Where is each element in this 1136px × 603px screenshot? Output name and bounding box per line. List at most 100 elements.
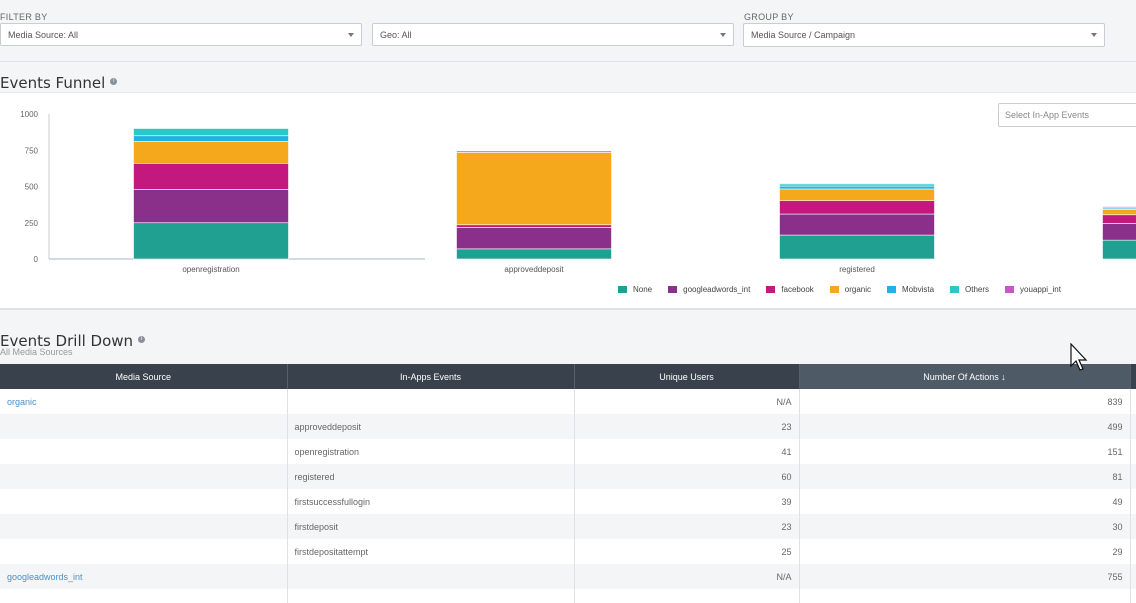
table-row[interactable]: approveddeposit 23 499	[0, 414, 1136, 439]
chart-legend: None googleadwords_int facebook organic Mobv…	[618, 285, 1077, 294]
table-row[interactable]: organic N/A 839	[0, 389, 1136, 414]
chevron-down-icon	[720, 33, 726, 37]
info-icon[interactable]: i	[110, 78, 118, 85]
in-app-event-cell	[287, 564, 575, 589]
bar-segment[interactable]	[1102, 223, 1136, 241]
media-source-cell[interactable]: organic	[0, 389, 288, 414]
table-row[interactable]: firstsuccessfullogin 39 49	[0, 489, 1136, 514]
in-app-event-cell	[287, 589, 575, 603]
column-header-media-source[interactable]: Media Source	[0, 364, 288, 389]
legend-item[interactable]: None	[618, 285, 652, 294]
bar-segment[interactable]	[1102, 207, 1136, 210]
number-of-actions-cell: 29	[799, 539, 1131, 564]
bar-segment[interactable]	[456, 150, 612, 153]
number-of-actions-cell: 49	[799, 489, 1131, 514]
x-tick-label: openregistration	[182, 265, 239, 274]
legend-swatch	[618, 286, 627, 293]
number-of-actions-cell: 499	[799, 414, 1131, 439]
legend-label: googleadwords_int	[683, 285, 751, 294]
unique-users-cell: N/A	[574, 389, 800, 414]
bar-segment[interactable]	[133, 163, 289, 190]
table-row[interactable]	[0, 589, 1136, 603]
in-app-event-cell: firstdeposit	[287, 514, 575, 539]
bar-segment[interactable]	[1102, 208, 1136, 216]
y-tick-label: 250	[25, 219, 39, 228]
bar-segment[interactable]	[1102, 205, 1136, 208]
unique-users-cell: 39	[574, 489, 800, 514]
bar-segment[interactable]	[133, 222, 289, 260]
media-source-cell	[0, 489, 288, 514]
column-header-number-of-actions[interactable]: Number Of Actions ↓	[799, 364, 1131, 389]
bar-segment[interactable]	[456, 227, 612, 250]
legend-item[interactable]: youappi_int	[1005, 285, 1061, 294]
bar-segment[interactable]	[779, 188, 935, 202]
bar-segment[interactable]	[1102, 214, 1136, 224]
unique-users-cell: 23	[574, 414, 800, 439]
events-drill-down-title: Events Drill Down i	[0, 332, 146, 350]
number-of-actions-cell: 30	[799, 514, 1131, 539]
row-spacer-cell	[1130, 589, 1136, 603]
table-row[interactable]: openregistration 41 151	[0, 439, 1136, 464]
legend-item[interactable]: Mobvista	[887, 285, 934, 294]
chevron-down-icon	[348, 33, 354, 37]
row-spacer-cell	[1130, 464, 1136, 489]
column-header-unique-users[interactable]: Unique Users	[574, 364, 800, 389]
geo-select[interactable]: Geo: All	[372, 23, 734, 46]
legend-item[interactable]: facebook	[766, 285, 814, 294]
media-source-cell[interactable]: googleadwords_int	[0, 564, 288, 589]
legend-swatch	[887, 286, 897, 293]
bar-segment[interactable]	[133, 141, 289, 164]
row-spacer-cell	[1130, 389, 1136, 414]
bar-segment[interactable]	[779, 183, 935, 187]
legend-label: organic	[844, 285, 872, 294]
column-header-in-app-events[interactable]: In-Apps Events	[287, 364, 575, 389]
table-row[interactable]: googleadwords_int N/A 755	[0, 564, 1136, 589]
table-row[interactable]: firstdepositattempt 25 29	[0, 539, 1136, 564]
table-header-row: Media Source In-Apps Events Unique Users…	[0, 364, 1136, 389]
bar-segment[interactable]	[456, 224, 612, 228]
info-icon[interactable]: i	[138, 336, 146, 343]
events-funnel-title: Events Funnel i	[0, 74, 118, 92]
legend-label: facebook	[781, 285, 814, 294]
bar-segment[interactable]	[779, 185, 935, 190]
bar-segment[interactable]	[133, 135, 289, 142]
row-spacer-cell	[1130, 539, 1136, 564]
table-row[interactable]: registered 60 81	[0, 464, 1136, 489]
y-tick-label: 500	[25, 183, 39, 192]
legend-item[interactable]: Others	[950, 285, 989, 294]
bar-segment[interactable]	[779, 200, 935, 215]
group-by-label: GROUP BY	[744, 12, 794, 22]
drill-down-subtitle: All Media Sources	[0, 347, 73, 357]
bar-segment[interactable]	[779, 213, 935, 236]
in-app-events-select[interactable]: Select In-App Events	[998, 103, 1136, 127]
events-drill-down-title-text: Events Drill Down	[0, 332, 134, 350]
media-source-select[interactable]: Media Source: All	[0, 23, 362, 46]
legend-swatch	[950, 286, 960, 293]
bar-segment[interactable]	[133, 189, 289, 224]
y-tick-label: 1000	[20, 110, 38, 119]
group-by-select[interactable]: Media Source / Campaign	[743, 23, 1105, 47]
legend-item[interactable]: organic	[829, 285, 872, 294]
row-spacer-cell	[1130, 489, 1136, 514]
media-source-cell	[0, 439, 288, 464]
filter-bar: FILTER BY Media Source: All Geo: All GRO…	[0, 0, 1136, 62]
table-row[interactable]: firstdeposit 23 30	[0, 514, 1136, 539]
bar-segment[interactable]	[779, 182, 935, 185]
column-header-spacer	[1130, 364, 1136, 389]
legend-item[interactable]: googleadwords_int	[668, 285, 750, 294]
legend-label: Others	[965, 285, 990, 294]
drill-down-table-wrap: Media Source In-Apps Events Unique Users…	[0, 364, 1136, 603]
media-source-select-value: Media Source: All	[8, 30, 79, 40]
media-source-cell	[0, 514, 288, 539]
bar-segment[interactable]	[456, 152, 612, 226]
legend-swatch	[1005, 286, 1015, 293]
media-source-cell	[0, 539, 288, 564]
bar-segment[interactable]	[133, 128, 289, 137]
bar-segment[interactable]	[1102, 206, 1136, 209]
number-of-actions-cell	[799, 589, 1131, 603]
bar-segment[interactable]	[779, 234, 935, 260]
x-tick-label: approveddeposit	[504, 265, 564, 274]
bar-segment[interactable]	[1102, 239, 1136, 260]
legend-label: youappi_int	[1020, 285, 1061, 294]
bar-segment[interactable]	[456, 248, 612, 260]
